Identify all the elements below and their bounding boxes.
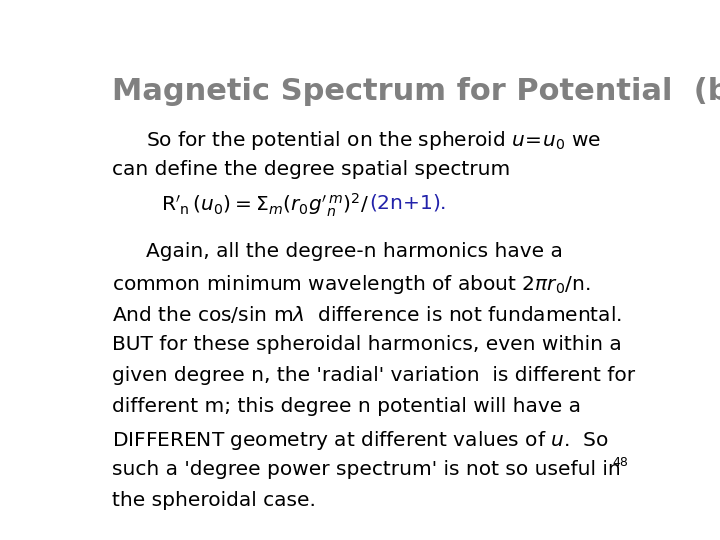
Text: different m; this degree n potential will have a: different m; this degree n potential wil… (112, 397, 581, 416)
Text: 48: 48 (613, 456, 629, 469)
Text: DIFFERENT geometry at different values of $u$.  So: DIFFERENT geometry at different values o… (112, 429, 609, 451)
Text: BUT for these spheroidal harmonics, even within a: BUT for these spheroidal harmonics, even… (112, 335, 622, 354)
Text: such a 'degree power spectrum' is not so useful in: such a 'degree power spectrum' is not so… (112, 460, 621, 479)
Text: given degree n, the 'radial' variation  is different for: given degree n, the 'radial' variation i… (112, 366, 636, 385)
Text: can define the degree spatial spectrum: can define the degree spatial spectrum (112, 160, 510, 179)
Text: $\mathrm{R'_n}\,(u_0) = \Sigma_m(r_0 g'_n^{\,m})^2/$: $\mathrm{R'_n}\,(u_0) = \Sigma_m(r_0 g'_… (161, 192, 369, 219)
Text: the spheroidal case.: the spheroidal case. (112, 491, 316, 510)
Text: So for the potential on the spheroid $u\!=\!u_0$ we: So for the potential on the spheroid $u\… (145, 129, 600, 152)
Text: Magnetic Spectrum for Potential  (b): Magnetic Spectrum for Potential (b) (112, 77, 720, 106)
Text: common minimum wavelength of about $2\pi r_0$/n.: common minimum wavelength of about $2\pi… (112, 273, 590, 296)
Text: And the $\mathrm{cos/sin\ m}\lambda$  difference is not fundamental.: And the $\mathrm{cos/sin\ m}\lambda$ dif… (112, 304, 622, 325)
Text: Again, all the degree-n harmonics have a: Again, all the degree-n harmonics have a (145, 241, 562, 260)
Text: $\mathrm{(2n{+}1)}$.: $\mathrm{(2n{+}1)}$. (369, 192, 446, 213)
